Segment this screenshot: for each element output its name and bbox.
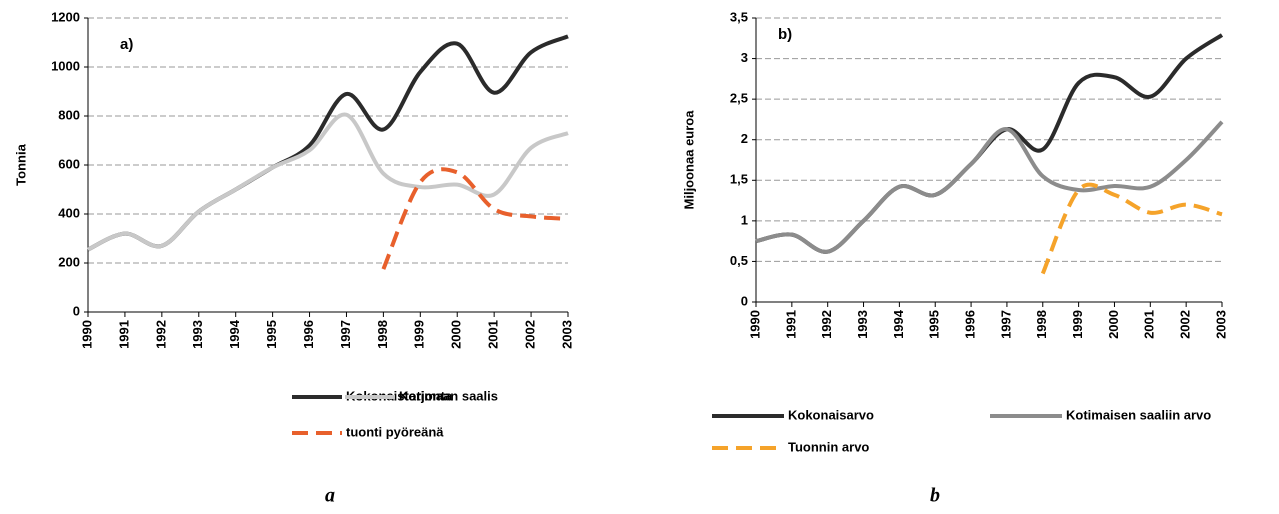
caption: b — [930, 485, 940, 507]
legend-label: Kotimaan saalis — [399, 388, 498, 403]
y-tick-label: 800 — [58, 107, 80, 122]
x-tick-label: 1990 — [747, 310, 762, 339]
x-tick-label: 1999 — [412, 320, 427, 349]
y-axis-label: Tonnia — [13, 143, 28, 185]
annotation: a) — [120, 36, 133, 53]
x-tick-label: 1995 — [264, 320, 279, 349]
x-tick-label: 1994 — [891, 309, 906, 339]
series-line — [755, 120, 1224, 254]
x-tick-label: 1995 — [927, 310, 942, 339]
caption: a — [325, 485, 335, 507]
y-tick-label: 0 — [741, 293, 748, 308]
x-tick-label: 2000 — [449, 320, 464, 349]
x-tick-label: 2001 — [1142, 310, 1157, 339]
x-tick-label: 1996 — [301, 320, 316, 349]
y-tick-label: 1200 — [51, 9, 80, 24]
x-tick-label: 1992 — [819, 310, 834, 339]
x-tick-label: 1991 — [783, 310, 798, 339]
x-tick-label: 2002 — [1178, 310, 1193, 339]
x-tick-label: 2002 — [523, 320, 538, 349]
legend-label: Tuonnin arvo — [788, 439, 869, 454]
y-tick-label: 3 — [741, 50, 748, 65]
x-tick-label: 1997 — [998, 310, 1013, 339]
y-tick-label: 0,5 — [730, 253, 748, 268]
legend-label: Kokonaisarvo — [788, 407, 874, 422]
x-tick-label: 1998 — [1034, 310, 1049, 339]
y-tick-label: 400 — [58, 205, 80, 220]
series-line — [87, 34, 569, 252]
legend-label: tuonti pyöreänä — [346, 424, 444, 439]
x-tick-label: 2000 — [1106, 310, 1121, 339]
series-line — [87, 112, 569, 252]
annotation: b) — [778, 26, 792, 43]
y-tick-label: 1 — [741, 212, 748, 227]
x-tick-label: 1998 — [375, 320, 390, 349]
x-tick-label: 1991 — [116, 320, 131, 349]
x-tick-label: 2001 — [486, 320, 501, 349]
y-tick-label: 2,5 — [730, 91, 748, 106]
x-tick-label: 1992 — [153, 320, 168, 349]
x-tick-label: 1990 — [79, 320, 94, 349]
x-tick-label: 2003 — [1213, 310, 1228, 339]
x-tick-label: 1996 — [963, 310, 978, 339]
x-tick-label: 2003 — [559, 320, 574, 349]
series-line — [1040, 182, 1223, 275]
x-tick-label: 1993 — [855, 310, 870, 339]
y-tick-label: 0 — [73, 303, 80, 318]
x-tick-label: 1994 — [227, 319, 242, 349]
y-tick-label: 600 — [58, 156, 80, 171]
legend-label: Kotimaisen saaliin arvo — [1066, 407, 1211, 422]
x-tick-label: 1999 — [1070, 310, 1085, 339]
y-tick-label: 2 — [741, 131, 748, 146]
y-tick-label: 1,5 — [730, 172, 748, 187]
y-tick-label: 3,5 — [730, 9, 748, 24]
y-axis-label: Miljoonaa euroa — [681, 110, 696, 210]
x-tick-label: 1993 — [190, 320, 205, 349]
y-tick-label: 1000 — [51, 58, 80, 73]
x-tick-label: 1997 — [338, 320, 353, 349]
y-tick-label: 200 — [58, 254, 80, 269]
legend-label: Kokonaistarjonta — [346, 388, 453, 403]
series-line — [381, 167, 569, 270]
